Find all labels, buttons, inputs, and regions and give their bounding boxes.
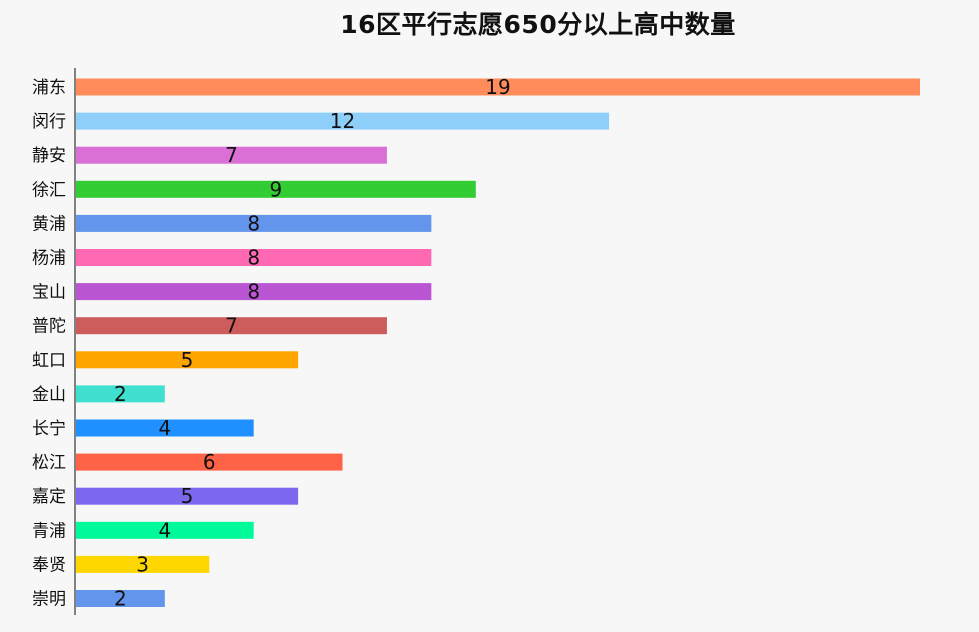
category-label: 徐汇 xyxy=(32,180,66,200)
category-label: 金山 xyxy=(32,385,66,405)
bar-10 xyxy=(76,419,254,437)
bar-13 xyxy=(76,521,254,539)
category-label: 青浦 xyxy=(32,521,66,541)
chart-title: 16区平行志愿650分以上高中数量 xyxy=(340,10,736,39)
category-label: 杨浦 xyxy=(32,249,66,269)
category-label: 黄浦 xyxy=(32,214,66,234)
data-label: 2 xyxy=(114,587,127,611)
data-label: 5 xyxy=(181,348,194,372)
category-label: 嘉定 xyxy=(32,487,66,507)
bar-14 xyxy=(76,555,210,573)
bar-5 xyxy=(76,249,432,266)
category-label: 松江 xyxy=(32,453,66,473)
bar-6 xyxy=(76,283,432,301)
data-label: 2 xyxy=(114,382,127,406)
category-label: 长宁 xyxy=(32,419,66,439)
bar-9 xyxy=(76,385,165,403)
bar-3 xyxy=(76,180,476,198)
data-label: 6 xyxy=(203,450,216,474)
bar-group xyxy=(76,78,920,607)
category-label: 普陀 xyxy=(32,317,66,337)
category-label: 崇明 xyxy=(32,590,66,610)
bar-12 xyxy=(76,487,299,505)
data-label: 7 xyxy=(225,314,238,338)
data-label: 9 xyxy=(270,177,283,201)
bar-4 xyxy=(76,214,432,232)
bar-0 xyxy=(76,78,920,96)
bar-1 xyxy=(76,112,610,130)
data-label: 4 xyxy=(158,518,171,542)
data-label: 5 xyxy=(181,484,194,508)
data-label: 8 xyxy=(247,280,260,304)
bar-15 xyxy=(76,590,165,607)
data-label: 12 xyxy=(330,109,355,133)
category-label: 静安 xyxy=(32,146,66,166)
data-label: 8 xyxy=(247,246,260,270)
data-label: 7 xyxy=(225,143,238,167)
data-label: 3 xyxy=(136,552,149,576)
category-label: 闵行 xyxy=(32,112,66,132)
bar-7 xyxy=(76,317,387,335)
category-label: 浦东 xyxy=(32,78,66,98)
bar-2 xyxy=(76,146,387,164)
bar-8 xyxy=(76,351,299,369)
bar-11 xyxy=(76,453,343,471)
data-label: 19 xyxy=(485,75,510,99)
category-label: 虹口 xyxy=(32,351,66,371)
category-label: 奉贤 xyxy=(32,555,66,575)
category-label: 宝山 xyxy=(32,283,66,303)
data-label: 8 xyxy=(247,211,260,235)
data-label: 4 xyxy=(158,416,171,440)
